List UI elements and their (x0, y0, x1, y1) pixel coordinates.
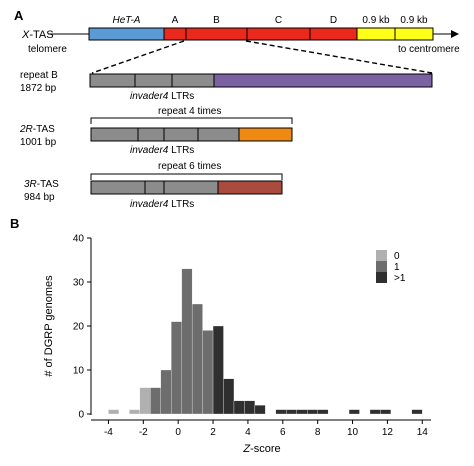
x-tas-segment (246, 27, 311, 41)
histogram-bar (223, 378, 235, 415)
histogram-bar (275, 409, 287, 415)
x-tick-label: 6 (280, 427, 286, 438)
x-tas-segment (309, 27, 358, 41)
tas-3r-row: repeat 6 times 3R-TAS 984 bp invader4 LT… (24, 161, 283, 210)
histogram-bar (150, 387, 161, 415)
x-tas-segment-label: 0.9 kb (362, 15, 390, 26)
tas-3r-repeat-note: repeat 6 times (158, 161, 221, 172)
x-tick-label: 0 (175, 427, 181, 438)
tas-2r-size: 1001 bp (20, 137, 57, 148)
tas-2r-repeat-bracket (90, 117, 293, 124)
x-tick-label: 2 (210, 427, 216, 438)
x-tas-segment (163, 27, 187, 41)
histogram-bar (191, 303, 203, 415)
tas-2r-ltr-label: invader4 LTRs (130, 145, 194, 156)
x-tas-row: X-TAS HeT-A A B C D 0.9 kb 0.9 kb telomere to … (21, 15, 460, 74)
x-tick-label: 12 (382, 427, 394, 438)
telomere-label: telomere (28, 44, 67, 55)
y-tick-label: 30 (73, 278, 85, 289)
histogram-bar (244, 400, 256, 415)
panel-b: B # of DGRP genomes Z-score 010203040-4-… (10, 216, 431, 455)
histogram-bar (307, 409, 318, 415)
zoom-line-left (91, 40, 185, 74)
x-tas-segment-label: B (213, 15, 220, 26)
histogram-bar (160, 369, 172, 415)
histogram-bar (380, 409, 392, 415)
x-tick-label: 10 (347, 427, 359, 438)
legend-swatch (376, 250, 387, 261)
x-tas-segment-label: 0.9 kb (400, 15, 428, 26)
x-tas-segment (185, 27, 248, 41)
x-tick-label: 4 (245, 427, 251, 438)
histogram-bar (411, 409, 423, 415)
legend-label: 1 (394, 262, 400, 273)
histogram-bar (171, 321, 182, 415)
tas-3r-name: 3R-TAS (24, 179, 59, 190)
legend-swatch (376, 261, 387, 272)
histogram-bar (254, 405, 266, 415)
histogram-bar (348, 409, 360, 415)
y-axis-label: # of DGRP genomes (43, 275, 55, 377)
histogram-bar (369, 409, 381, 415)
histogram-bar (286, 409, 297, 415)
repeat-b-ltr-label: invader4 LTRs (130, 91, 194, 102)
repeat-b-row: repeat B 1872 bp invader4 LTRs (20, 70, 433, 102)
histogram-bar (139, 387, 151, 415)
panel-a-label: A (14, 8, 24, 23)
histogram-bar (317, 409, 329, 415)
legend-label: >1 (394, 273, 406, 284)
x-axis-label: Z-score (242, 443, 280, 455)
y-tick-label: 10 (73, 366, 85, 377)
y-tick-label: 20 (73, 322, 85, 333)
tas-2r-repeat-note: repeat 4 times (158, 106, 221, 117)
legend: 01>1 (376, 250, 406, 284)
tas-3r-size: 984 bp (24, 192, 55, 203)
histogram-bar (202, 330, 214, 415)
repeat-b-size: 1872 bp (20, 83, 57, 94)
x-tick-label: 8 (315, 427, 321, 438)
histogram-bar (296, 409, 308, 415)
repeat-b-ltr-block (89, 73, 215, 88)
tas-3r-repeat-bracket (90, 173, 283, 180)
x-tas-segment-label: HeT-A (113, 15, 141, 26)
x-tas-segment-label: C (275, 15, 282, 26)
x-tas-segment-label: A (172, 15, 179, 26)
tas-2r-name: 2R-TAS (19, 124, 55, 135)
tas-2r-ltr-block (90, 127, 240, 142)
x-tas-segment-label: D (330, 15, 337, 26)
histogram-bar (212, 325, 224, 415)
legend-swatch (376, 272, 387, 283)
tas-3r-ltr-block (90, 180, 219, 195)
tas-3r-tail-block (217, 180, 283, 195)
x-tas-name: X-TAS (21, 29, 54, 41)
histogram-bar (181, 268, 193, 415)
histogram-bar (108, 409, 120, 415)
x-tas-segment (394, 27, 434, 41)
tas-2r-row: repeat 4 times 2R-TAS 1001 bp invader4 L… (19, 106, 293, 156)
x-tas-segment (356, 27, 396, 41)
x-tas-segments: HeT-A A B C D 0.9 kb 0.9 kb (88, 15, 434, 41)
repeat-b-title: repeat B (20, 70, 58, 81)
tas-3r-ltr-label: invader4 LTRs (130, 199, 194, 210)
tas-2r-tail-block (238, 127, 293, 142)
legend-label: 0 (394, 251, 400, 262)
y-tick-label: 40 (73, 234, 85, 245)
panel-b-label: B (10, 216, 19, 231)
to-centromere-label: to centromere (398, 44, 460, 55)
panel-a: A X-TAS HeT-A A B C D 0.9 kb 0.9 kb telomere t… (14, 8, 460, 210)
x-tick-label: -2 (139, 427, 148, 438)
x-tas-segment (88, 27, 165, 41)
histogram-bar (233, 400, 245, 415)
histogram-bar (129, 409, 140, 415)
y-tick-label: 0 (78, 410, 84, 421)
repeat-b-tail-block (213, 73, 433, 88)
x-tick-label: -4 (104, 427, 113, 438)
x-tick-label: 14 (417, 427, 429, 438)
